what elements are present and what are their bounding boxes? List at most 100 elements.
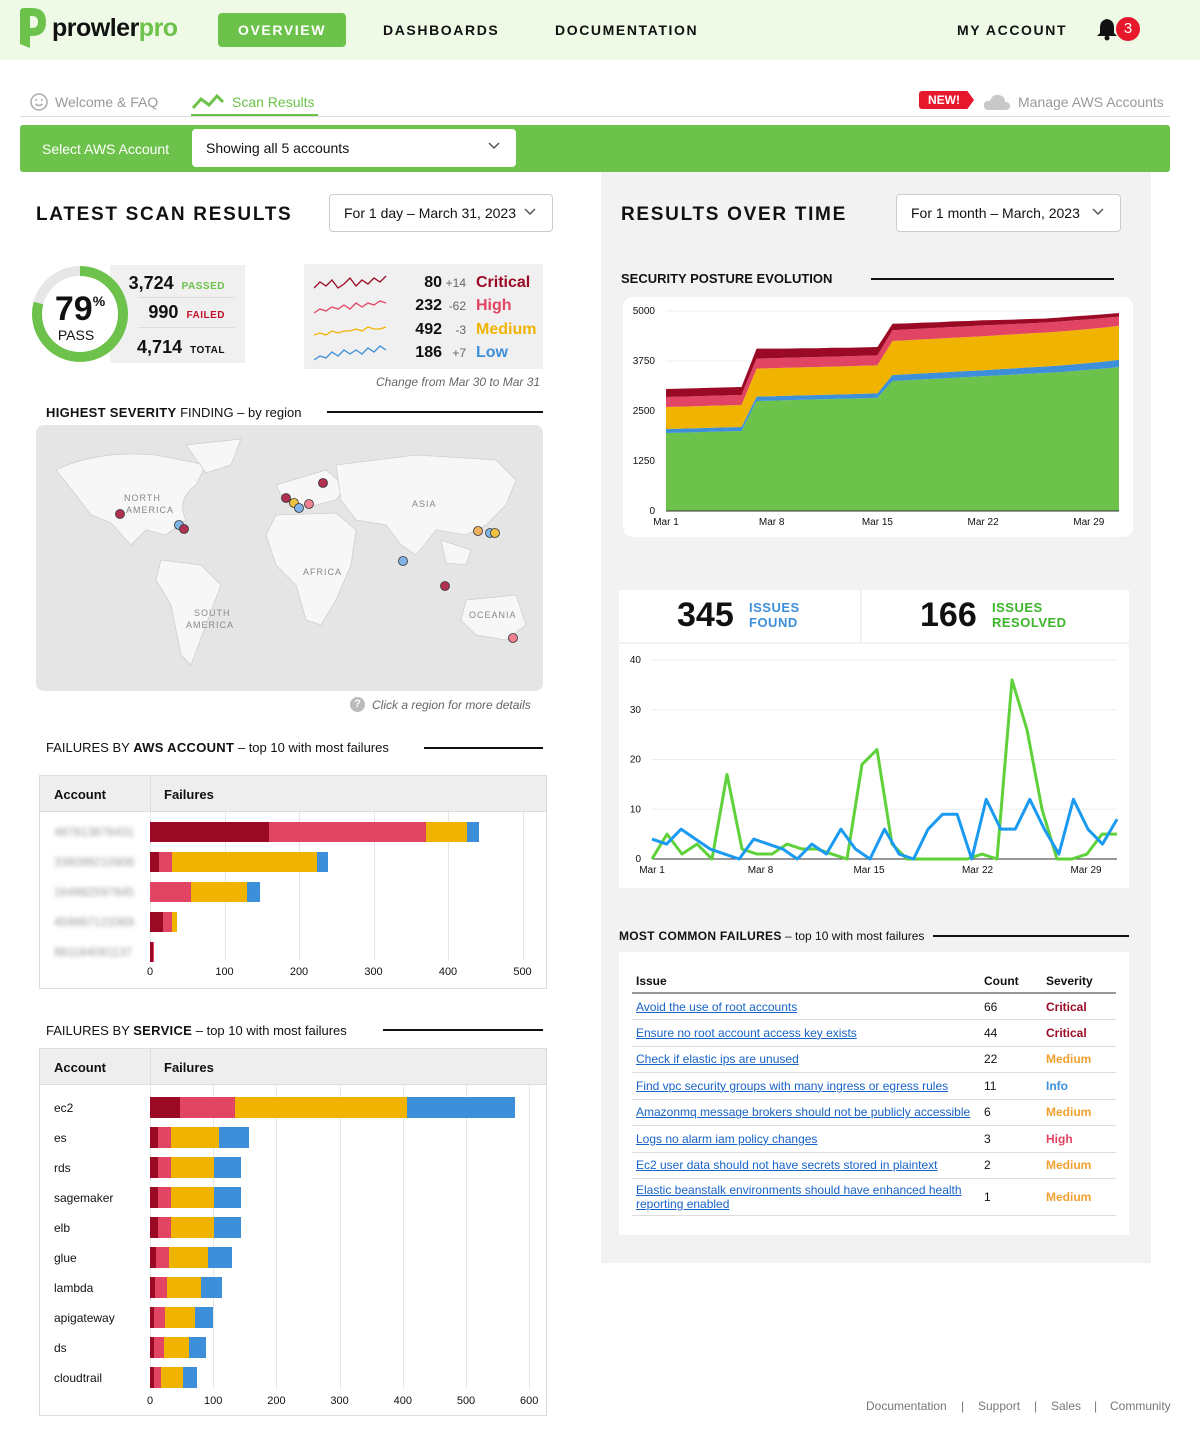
world-map[interactable]: NORTH AMERICA AFRICA ASIA SOUTH AMERICA … xyxy=(36,425,543,691)
bar-segment[interactable] xyxy=(171,1157,215,1178)
bar-segment[interactable] xyxy=(150,852,159,872)
bar-segment[interactable] xyxy=(153,1367,162,1388)
bar-segment[interactable] xyxy=(214,1187,241,1208)
bar-segment[interactable] xyxy=(150,882,191,902)
bar-segment[interactable] xyxy=(150,1277,156,1298)
brand-logo[interactable]: prowlerpro xyxy=(20,8,178,48)
asia-shape xyxy=(335,454,517,556)
bar-segment[interactable] xyxy=(150,1307,155,1328)
bar-segment[interactable] xyxy=(207,1247,232,1268)
bar-segment[interactable] xyxy=(171,1187,215,1208)
bar-segment[interactable] xyxy=(201,1277,223,1298)
issue-link[interactable]: Amazonmq message brokers should not be p… xyxy=(636,1105,971,1120)
count-cell: 2 xyxy=(980,1152,1042,1179)
bar-segment[interactable] xyxy=(157,1187,172,1208)
tab-welcome-faq[interactable]: Welcome & FAQ xyxy=(30,90,158,114)
footer-support-link[interactable]: Support xyxy=(978,1399,1021,1413)
bar-segment[interactable] xyxy=(150,1337,155,1358)
region-marker-eu-central[interactable] xyxy=(304,499,314,509)
bar-segment[interactable] xyxy=(407,1097,515,1118)
bar-segment[interactable] xyxy=(155,1277,168,1298)
issue-link[interactable]: Ensure no root account access key exists xyxy=(636,1025,857,1040)
bar-segment[interactable] xyxy=(150,1217,158,1238)
bar-segment[interactable] xyxy=(425,822,467,842)
latest-period-select[interactable]: For 1 day – March 31, 2023 xyxy=(329,194,553,232)
bar-segment[interactable] xyxy=(180,1097,236,1118)
bar-segment[interactable] xyxy=(316,852,329,872)
bar-segment[interactable] xyxy=(156,1247,169,1268)
bar-segment[interactable] xyxy=(150,942,153,962)
issue-link[interactable]: Ec2 user data should not have secrets st… xyxy=(636,1158,938,1173)
region-marker-ap-sydney[interactable] xyxy=(508,633,518,643)
issue-link[interactable]: Avoid the use of root accounts xyxy=(636,999,798,1014)
bar-segment[interactable] xyxy=(189,1337,207,1358)
nav-overview[interactable]: OVERVIEW xyxy=(218,13,347,47)
bar-segment[interactable] xyxy=(150,1247,157,1268)
bar-segment[interactable] xyxy=(163,1337,190,1358)
bar-segment[interactable] xyxy=(172,912,177,932)
bar-segment[interactable] xyxy=(154,1307,166,1328)
bar-segment[interactable] xyxy=(183,1367,198,1388)
footer-sales-link[interactable]: Sales xyxy=(1051,1399,1082,1413)
bar-segment[interactable] xyxy=(171,852,317,872)
bar-segment[interactable] xyxy=(161,1367,184,1388)
tab-scan-results[interactable]: Scan Results xyxy=(191,90,314,114)
bar-segment[interactable] xyxy=(150,1127,158,1148)
bar-segment[interactable] xyxy=(214,1157,241,1178)
bar-segment[interactable] xyxy=(150,1367,154,1388)
bar-segment[interactable] xyxy=(150,912,164,932)
issue-link[interactable]: Find vpc security groups with many ingre… xyxy=(636,1078,949,1093)
nav-my-account[interactable]: MY ACCOUNT xyxy=(957,22,1068,38)
bar-segment[interactable] xyxy=(150,822,270,842)
bar-segment[interactable] xyxy=(157,1127,172,1148)
issue-link[interactable]: Check if elastic ips are unused xyxy=(636,1052,799,1067)
bar-segment[interactable] xyxy=(171,1217,215,1238)
bar-segment[interactable] xyxy=(235,1097,408,1118)
bar-segment[interactable] xyxy=(466,822,480,842)
bar-segment[interactable] xyxy=(194,1307,213,1328)
region-marker-eu-north[interactable] xyxy=(318,478,328,488)
bar-segment[interactable] xyxy=(218,1127,249,1148)
bar-segment[interactable] xyxy=(158,852,172,872)
region-marker-ap-southeast[interactable] xyxy=(440,581,450,591)
help-icon[interactable]: ? xyxy=(350,697,365,712)
region-marker-ap-northeast-1[interactable] xyxy=(473,526,483,536)
bar-segment[interactable] xyxy=(163,912,173,932)
notification-count-badge[interactable]: 3 xyxy=(1116,17,1140,41)
bar-segment[interactable] xyxy=(165,1307,195,1328)
region-marker-eu-west[interactable] xyxy=(281,493,291,503)
region-marker-us-west[interactable] xyxy=(115,509,125,519)
nav-documentation[interactable]: DOCUMENTATION xyxy=(555,22,699,38)
bar-segment[interactable] xyxy=(150,1187,158,1208)
footer-separator: | xyxy=(1094,1399,1098,1413)
brand-name: prowler xyxy=(52,13,139,42)
bar-segment[interactable] xyxy=(150,1157,158,1178)
bar-segment[interactable] xyxy=(246,882,261,902)
region-marker-us-east-2[interactable] xyxy=(179,524,189,534)
severity-change: -62 xyxy=(448,299,466,313)
region-marker-eu-paris[interactable] xyxy=(294,503,304,513)
bar-segment[interactable] xyxy=(214,1217,241,1238)
bar-segment[interactable] xyxy=(171,1127,219,1148)
gridline xyxy=(448,812,449,960)
bar-segment[interactable] xyxy=(168,1247,208,1268)
bar-segment[interactable] xyxy=(269,822,426,842)
footer-documentation-link[interactable]: Documentation xyxy=(866,1399,947,1413)
bar-segment[interactable] xyxy=(154,1337,164,1358)
issue-link[interactable]: Logs no alarm iam policy changes xyxy=(636,1131,818,1146)
issue-link[interactable]: Elastic beanstalk environments should ha… xyxy=(636,1183,962,1211)
bar-segment[interactable] xyxy=(150,1097,181,1118)
bar-segment[interactable] xyxy=(190,882,247,902)
bar-segment[interactable] xyxy=(152,942,155,962)
over-time-period-select[interactable]: For 1 month – March, 2023 xyxy=(896,194,1121,232)
bar-segment[interactable] xyxy=(167,1277,202,1298)
manage-aws-accounts-link[interactable]: Manage AWS Accounts xyxy=(983,90,1164,114)
region-marker-ap-south[interactable] xyxy=(398,556,408,566)
bell-icon[interactable] xyxy=(1096,17,1118,41)
account-select[interactable]: Showing all 5 accounts xyxy=(192,129,516,167)
bar-segment[interactable] xyxy=(157,1217,172,1238)
region-marker-ap-northeast-3[interactable] xyxy=(490,528,500,538)
footer-community-link[interactable]: Community xyxy=(1110,1399,1171,1413)
nav-dashboards[interactable]: DASHBOARDS xyxy=(383,22,500,38)
bar-segment[interactable] xyxy=(157,1157,172,1178)
